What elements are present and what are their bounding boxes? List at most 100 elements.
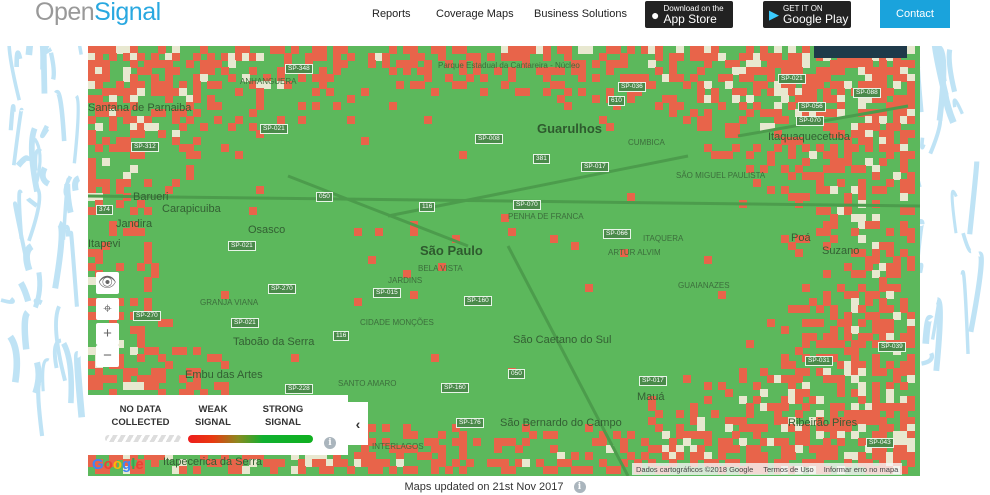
nav-business-solutions[interactable]: Business Solutions (534, 8, 627, 20)
coverage-cell (431, 459, 439, 467)
coverage-cell (641, 74, 649, 82)
coverage-cell (781, 165, 789, 173)
coverage-cell (823, 438, 831, 446)
coverage-cell (88, 172, 96, 180)
street (28, 127, 40, 193)
coverage-cell (606, 88, 614, 96)
coverage-cell (816, 74, 824, 82)
coverage-cell (746, 165, 754, 173)
app-store-button[interactable]: ● Download on the App Store (645, 1, 733, 28)
coverage-cell (158, 319, 166, 327)
road-shield: 610 (608, 96, 625, 106)
coverage-cell (333, 102, 341, 110)
city-label: São Bernardo do Campo (500, 417, 622, 429)
coverage-cell (872, 242, 880, 250)
coverage-cell (781, 424, 789, 432)
street (968, 251, 984, 333)
coverage-cell (396, 81, 404, 89)
coverage-cell (851, 417, 859, 425)
coverage-cell (872, 403, 880, 411)
coverage-cell (382, 459, 390, 467)
contact-button[interactable]: Contact (880, 0, 950, 28)
coverage-cell (837, 431, 845, 439)
coverage-cell (753, 382, 761, 390)
coverage-cell (522, 424, 530, 432)
coverage-cell (844, 319, 852, 327)
coverage-cell (760, 452, 768, 460)
map-top-panel (814, 46, 907, 58)
coverage-cell (816, 172, 824, 180)
coverage-cell (333, 60, 341, 68)
coverage-cell (459, 151, 467, 159)
coverage-cell (242, 46, 250, 54)
coverage-cell (802, 81, 810, 89)
coverage-cell (809, 319, 817, 327)
terms-link[interactable]: Termos de Uso (763, 464, 814, 474)
report-error-link[interactable]: Informar erro no mapa (823, 464, 899, 474)
coverage-cell (823, 74, 831, 82)
coverage-cell (907, 109, 915, 117)
coverage-cell (718, 445, 726, 453)
coverage-cell (445, 74, 453, 82)
coverage-cell (431, 354, 439, 362)
road-shield: SP-088 (853, 88, 881, 98)
opensignal-logo[interactable]: OpenSignal (35, 0, 161, 26)
info-icon[interactable]: i (573, 481, 586, 493)
coverage-cell (228, 60, 236, 68)
coverage-cell (606, 60, 614, 68)
nav-reports[interactable]: Reports (372, 8, 411, 20)
city-label: Mauá (637, 391, 665, 403)
coverage-cell (648, 417, 656, 425)
coverage-cell (522, 438, 530, 446)
coverage-cell (102, 242, 110, 250)
coverage-cell (844, 137, 852, 145)
coverage-cell (858, 270, 866, 278)
coverage-cell (774, 438, 782, 446)
coverage-cell (746, 60, 754, 68)
map-attribution: Dados cartográficos ©2018 Google Termos … (632, 463, 903, 475)
coverage-cell (718, 291, 726, 299)
coverage-cell (844, 60, 852, 68)
coverage-cell (571, 466, 579, 474)
street (54, 89, 67, 142)
nav-coverage-maps[interactable]: Coverage Maps (436, 8, 514, 20)
coverage-cell (690, 74, 698, 82)
locate-icon[interactable]: ⌖ (96, 298, 119, 320)
coverage-cell (102, 88, 110, 96)
coverage-cell (872, 368, 880, 376)
coverage-cell (165, 319, 173, 327)
district-label: JARDINS (388, 276, 423, 285)
eye-icon[interactable]: 👁 (96, 272, 119, 294)
coverage-cell (788, 137, 796, 145)
district-label: Parque Estadual da Cantareira - Núcleo (438, 61, 580, 70)
coverage-cell (375, 53, 383, 61)
coverage-cell (501, 466, 509, 474)
info-icon[interactable]: i (324, 437, 336, 449)
coverage-cell (851, 144, 859, 152)
zoom-in-button[interactable]: + (96, 323, 119, 345)
coverage-cell (172, 67, 180, 75)
coverage-cell (858, 221, 866, 229)
coverage-cell (445, 60, 453, 68)
street (41, 358, 50, 392)
coverage-cell (851, 389, 859, 397)
coverage-cell (655, 46, 663, 54)
coverage-cell (228, 466, 236, 474)
street (26, 197, 39, 208)
coverage-cell (354, 452, 362, 460)
coverage-cell (158, 354, 166, 362)
road-shield: SP-017 (581, 162, 609, 172)
coverage-map[interactable]: São Paulo Guarulhos Osasco Barueri Carapicui… (88, 46, 920, 476)
coverage-cell (753, 102, 761, 110)
coverage-cell (704, 53, 712, 61)
coverage-cell (879, 445, 887, 453)
google-play-button[interactable]: ▶ GET IT ON Google Play (763, 1, 851, 28)
coverage-cell (683, 81, 691, 89)
zoom-out-button[interactable]: − (96, 345, 119, 367)
coverage-cell (872, 67, 880, 75)
coverage-cell (151, 81, 159, 89)
coverage-cell (221, 67, 229, 75)
city-label: Poá (791, 232, 811, 244)
collapse-legend-button[interactable]: ‹ (348, 402, 368, 445)
street (933, 297, 943, 372)
